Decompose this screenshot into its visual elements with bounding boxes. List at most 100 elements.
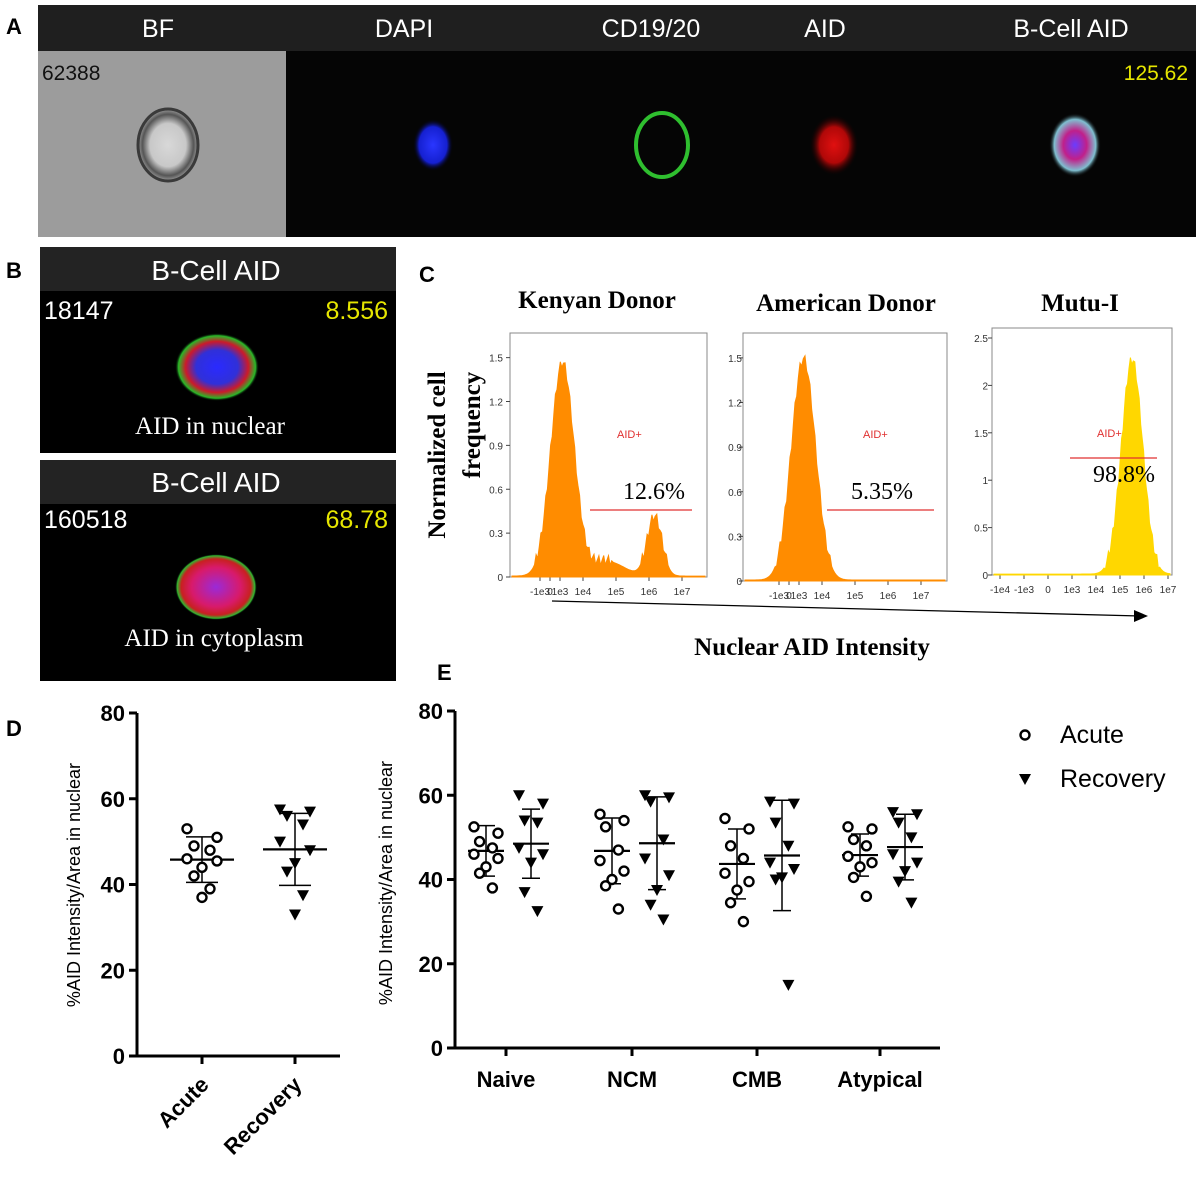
recovery-point — [281, 810, 293, 822]
acute-point — [724, 896, 737, 909]
aid-gate-percent: 5.35% — [851, 479, 913, 505]
acute-point — [724, 840, 737, 852]
recovery-point — [899, 866, 911, 878]
acute-point — [486, 842, 499, 854]
x-tick-label: 1e5 — [847, 591, 864, 602]
acute-point — [594, 808, 606, 820]
recovery-point — [892, 817, 905, 829]
aid-gate-percent: 12.6% — [623, 479, 685, 505]
x-tick-label: 1e7 — [1160, 585, 1177, 596]
acute-point — [468, 821, 480, 833]
acute-point — [606, 873, 618, 886]
recovery-point — [513, 842, 525, 854]
y-tick-label: 0 — [113, 1044, 125, 1069]
recovery-point — [788, 798, 800, 810]
x-tick-label: Atypical — [837, 1067, 923, 1092]
acute-point — [854, 861, 866, 873]
y-tick-label: 2.5 — [974, 334, 988, 345]
x-arrow-head — [1134, 610, 1148, 622]
histogram-title: Mutu-I — [1041, 290, 1119, 317]
acute-point — [743, 875, 755, 888]
y-tick-label: 0.6 — [728, 488, 742, 499]
recovery-point — [274, 804, 286, 816]
acute-point — [847, 833, 860, 846]
panel-b-images: B-Cell AID 18147 8.556 AID in nuclear B-… — [40, 247, 396, 681]
recovery-point — [537, 798, 549, 810]
panel-label-a: A — [6, 14, 22, 39]
acute-point — [612, 903, 625, 915]
b-top-object-id: 18147 — [44, 297, 114, 325]
acute-point — [211, 831, 223, 844]
histogram-title: Kenyan Donor — [518, 287, 676, 314]
acute-point — [181, 823, 193, 835]
acute-point — [612, 844, 625, 856]
recovery-point — [769, 817, 782, 829]
recovery-point — [769, 874, 782, 886]
recovery-point — [663, 792, 675, 804]
y-tick-label: 80 — [101, 701, 125, 726]
b-top-caption: AID in nuclear — [135, 413, 286, 440]
x-tick-label: 1e7 — [674, 587, 691, 598]
acute-point — [599, 821, 612, 833]
panel-label-d: D — [6, 716, 22, 741]
acute-point — [731, 884, 743, 896]
recovery-point — [297, 890, 309, 902]
x-tick-label: Naive — [477, 1067, 536, 1092]
x-tick-label: 0 — [547, 587, 553, 598]
recovery-point — [639, 853, 651, 865]
x-tick-label: 1e4 — [814, 591, 831, 602]
recovery-point — [297, 819, 309, 831]
x-tick-label: 1e3 — [791, 591, 808, 602]
recovery-point — [525, 857, 537, 869]
x-tick-label: 1e5 — [1112, 585, 1129, 596]
recovery-point — [764, 857, 776, 869]
histogram-area — [511, 361, 706, 578]
histogram-frame — [742, 332, 948, 582]
histogram-ylabel-line1: Normalized cell — [424, 371, 451, 538]
acute-point — [866, 823, 878, 835]
y-tick-label: 1.2 — [728, 399, 742, 410]
y-tick-label: 1.5 — [974, 429, 988, 440]
recovery-point — [639, 790, 651, 802]
channel-label-bf: BF — [142, 15, 174, 43]
recovery-point — [657, 914, 670, 926]
recovery-point — [911, 857, 923, 869]
acute-point — [737, 915, 750, 928]
x-tick-label: 1e4 — [575, 587, 592, 598]
channel-label-aid: AID — [804, 15, 846, 43]
recovery-point — [644, 899, 657, 911]
recovery-point — [892, 876, 905, 888]
acute-point — [599, 880, 612, 892]
x-tick-label: Acute — [153, 1072, 214, 1133]
recovery-point — [657, 834, 670, 846]
y-tick-label: 0.3 — [489, 529, 503, 540]
panel-e-scatter: 0 20 40 60 80 %AID Intensity/Area in nuclear N… — [376, 699, 1166, 1092]
acute-point — [860, 890, 873, 903]
acute-point — [719, 812, 731, 825]
panel-d-scatter: 0 20 40 60 80 %AID Intensity/Area in nuclear A… — [64, 701, 340, 1160]
x-tick-label: -1e3 — [530, 587, 550, 598]
x-tick-label: 1e4 — [1088, 585, 1105, 596]
acute-point — [492, 852, 504, 865]
y-tick-label: 60 — [419, 783, 443, 808]
x-tick-label: CMB — [732, 1067, 782, 1092]
x-arrow-line — [551, 600, 1141, 617]
acute-point — [743, 823, 755, 835]
aid-gate-label: AID+ — [1097, 428, 1122, 440]
b-top-title: B-Cell AID — [151, 255, 280, 286]
acute-point — [204, 883, 216, 895]
x-tick-label: -1e4 — [990, 585, 1010, 596]
acute-point — [847, 871, 860, 884]
b-top-score: 8.556 — [325, 297, 388, 325]
channel-label-cd19-20: CD19/20 — [602, 15, 701, 43]
y-tick-label: 0.3 — [728, 532, 742, 543]
legend-recovery-marker — [1019, 774, 1031, 785]
acute-point — [480, 861, 492, 873]
recovery-point — [289, 909, 301, 921]
acute-point — [618, 814, 630, 827]
b-bottom-score: 68.78 — [325, 506, 388, 534]
recovery-point — [531, 817, 544, 829]
y-tick-label: 0.5 — [974, 524, 988, 535]
y-tick-label: 1 — [982, 476, 988, 487]
